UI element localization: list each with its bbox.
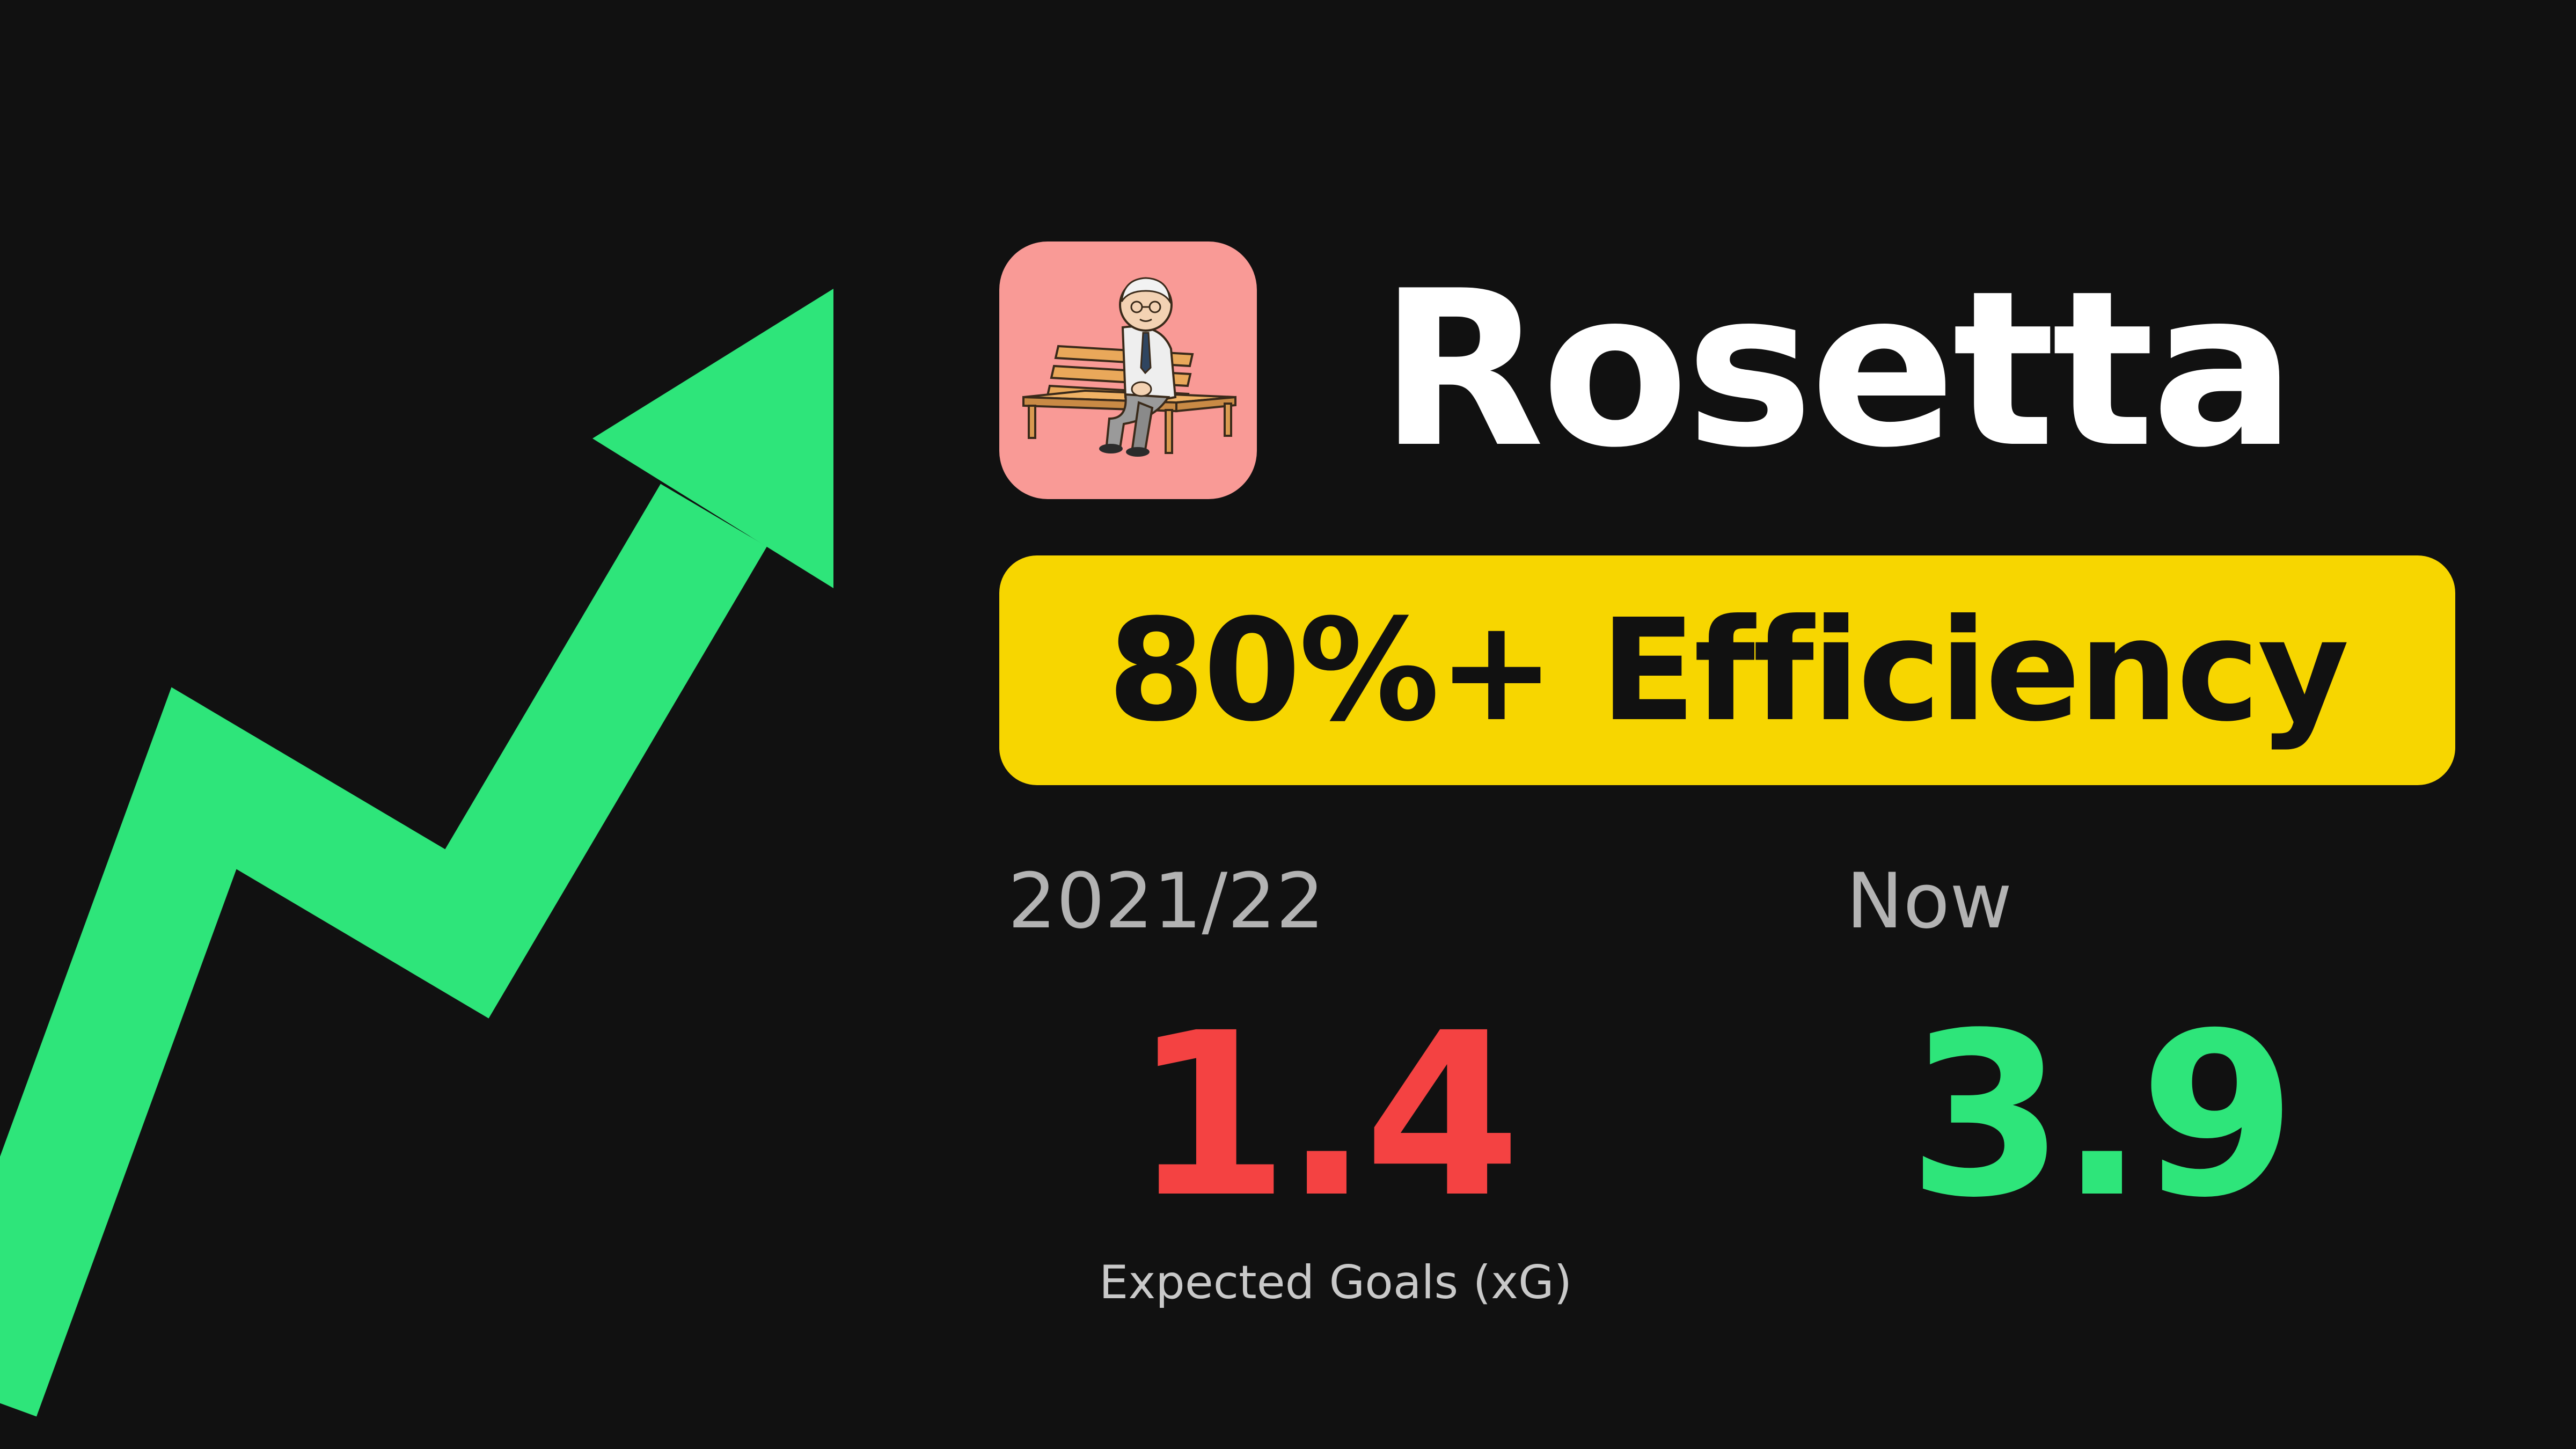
before-period-label: 2021/22 (1008, 857, 1324, 946)
after-xg-value: 3.9 (1908, 985, 2296, 1247)
old-man-on-bench-illustration (1022, 277, 1236, 457)
efficiency-badge-label: 80%+ Efficiency (1107, 588, 2349, 752)
app-title: Rosetta (1379, 245, 2296, 495)
before-xg-value: 1.4 (1132, 985, 1521, 1247)
app-icon (999, 241, 1257, 499)
efficiency-badge: 80%+ Efficiency (999, 555, 2455, 785)
after-period-label: Now (1846, 857, 2012, 946)
metric-label: Expected Goals (xG) (1099, 1256, 1572, 1309)
